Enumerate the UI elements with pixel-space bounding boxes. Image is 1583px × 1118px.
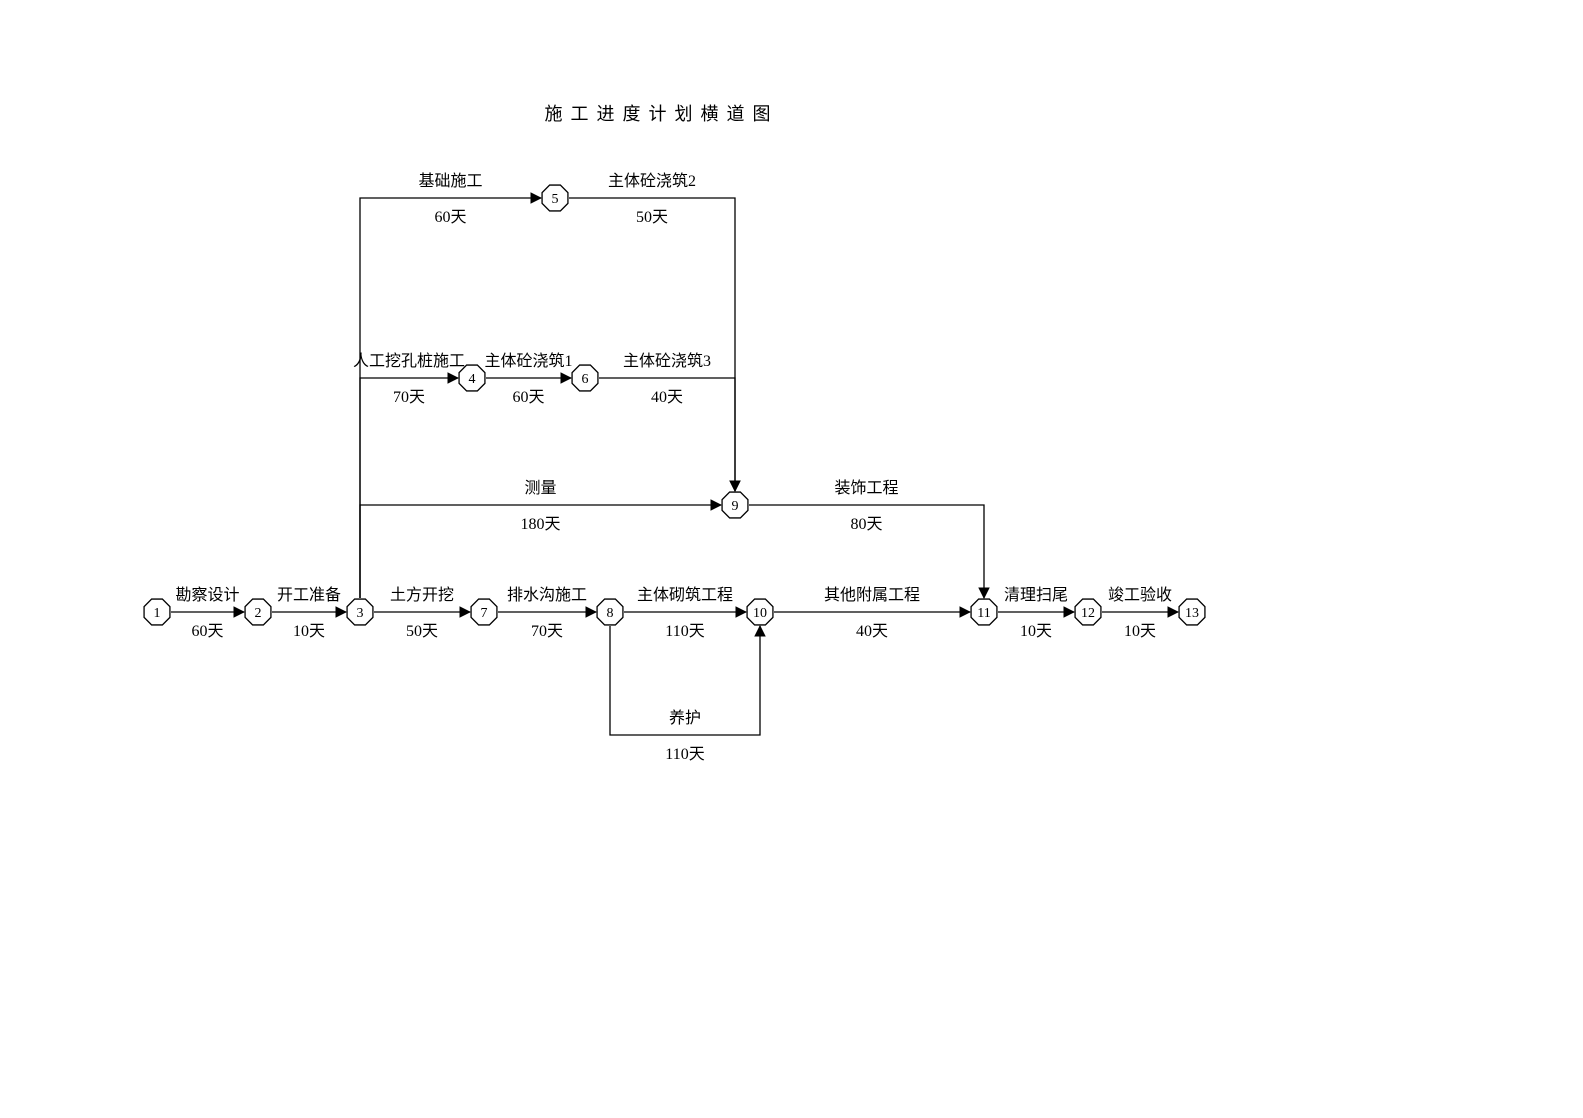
node-6: 6: [572, 365, 598, 391]
node-13: 13: [1179, 599, 1205, 625]
edge-top-label: 其他附属工程: [824, 586, 920, 604]
node-label: 2: [255, 606, 262, 621]
edge-line: [360, 378, 458, 598]
node-label: 1: [154, 606, 161, 621]
edge-line: [569, 198, 735, 491]
node-4: 4: [459, 365, 485, 391]
network-diagram: 施工进度计划横道图勘察设计60天开工准备10天土方开挖50天排水沟施工70天主体…: [0, 0, 1583, 1118]
edge-top-label: 排水沟施工: [507, 586, 587, 604]
node-7: 7: [471, 599, 497, 625]
edge-bottom-label: 10天: [1020, 623, 1052, 640]
edge-top-label: 养护: [669, 709, 701, 727]
node-label: 9: [732, 499, 739, 514]
node-label: 13: [1185, 606, 1199, 621]
node-11: 11: [971, 599, 997, 625]
node-label: 7: [481, 606, 488, 621]
edge-top-label: 主体砼浇筑3: [623, 352, 711, 370]
edge-top-label: 主体砼浇筑1: [484, 352, 572, 370]
node-label: 10: [753, 606, 767, 621]
edge-bottom-label: 70天: [393, 389, 425, 406]
node-label: 4: [469, 372, 476, 387]
edge-top-label: 主体砌筑工程: [637, 586, 733, 604]
node-2: 2: [245, 599, 271, 625]
edge-top-label: 土方开挖: [390, 586, 454, 604]
edge-top-label: 装饰工程: [834, 479, 898, 497]
diagram-title: 施工进度计划横道图: [545, 104, 779, 124]
node-12: 12: [1075, 599, 1101, 625]
edge-bottom-label: 110天: [665, 746, 704, 763]
node-10: 10: [747, 599, 773, 625]
node-label: 8: [607, 606, 614, 621]
node-label: 5: [552, 192, 559, 207]
edge-bottom-label: 50天: [636, 209, 668, 226]
edge-top-label: 人工挖孔桩施工: [353, 352, 465, 370]
edge-bottom-label: 60天: [191, 623, 223, 640]
edge-top-label: 开工准备: [277, 586, 341, 604]
node-1: 1: [144, 599, 170, 625]
node-5: 5: [542, 185, 568, 211]
edge-top-label: 勘察设计: [175, 586, 239, 604]
edge-bottom-label: 110天: [665, 623, 704, 640]
edge-bottom-label: 80天: [850, 516, 882, 533]
edge-bottom-label: 40天: [856, 623, 888, 640]
node-label: 11: [977, 606, 990, 621]
node-9: 9: [722, 492, 748, 518]
edge-top-label: 主体砼浇筑2: [608, 172, 696, 190]
edge-top-label: 清理扫尾: [1004, 586, 1068, 604]
node-3: 3: [347, 599, 373, 625]
node-label: 6: [582, 372, 589, 387]
edge-bottom-label: 10天: [293, 623, 325, 640]
edge-top-label: 竣工验收: [1108, 586, 1172, 604]
node-label: 3: [357, 606, 364, 621]
edge-bottom-label: 180天: [520, 516, 560, 533]
edge-bottom-label: 50天: [406, 623, 438, 640]
edge-bottom-label: 60天: [512, 389, 544, 406]
node-label: 12: [1081, 606, 1095, 621]
node-8: 8: [597, 599, 623, 625]
edge-top-label: 基础施工: [418, 172, 482, 190]
edge-top-label: 测量: [524, 479, 556, 497]
edge-bottom-label: 60天: [434, 209, 466, 226]
edge-bottom-label: 40天: [651, 389, 683, 406]
edge-bottom-label: 10天: [1124, 623, 1156, 640]
edge-bottom-label: 70天: [531, 623, 563, 640]
